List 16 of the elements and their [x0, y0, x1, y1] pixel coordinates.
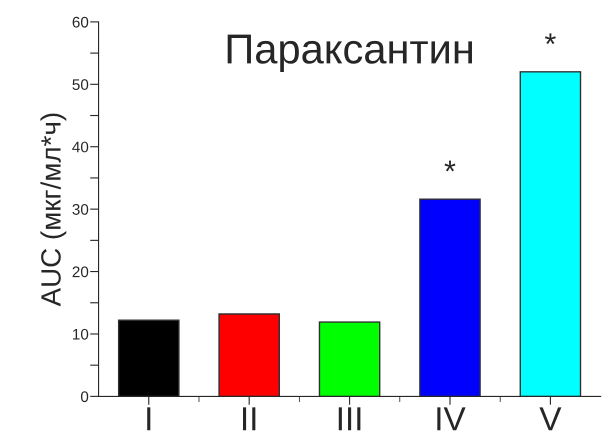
x-tick-label: V	[539, 407, 562, 430]
y-axis-title: AUC (мкг/мл*ч)	[40, 114, 66, 306]
y-tick-label: 30	[72, 204, 88, 215]
y-tick-label: 20	[72, 266, 88, 278]
y-tick-label: 10	[73, 328, 88, 340]
annotation: *	[444, 160, 456, 172]
y-tick-label: 0	[80, 391, 88, 402]
x-tick-label: III	[338, 407, 360, 430]
annotation: *	[544, 33, 556, 44]
y-tick-label: 60	[72, 16, 88, 28]
y-tick-label: 40	[72, 142, 88, 152]
x-tick-label: IV	[437, 407, 466, 430]
chart-title: Параксантин	[228, 34, 472, 72]
x-tick-label: I	[147, 407, 150, 430]
y-tick-label: 50	[72, 79, 88, 90]
x-tick-label: II	[242, 407, 256, 430]
